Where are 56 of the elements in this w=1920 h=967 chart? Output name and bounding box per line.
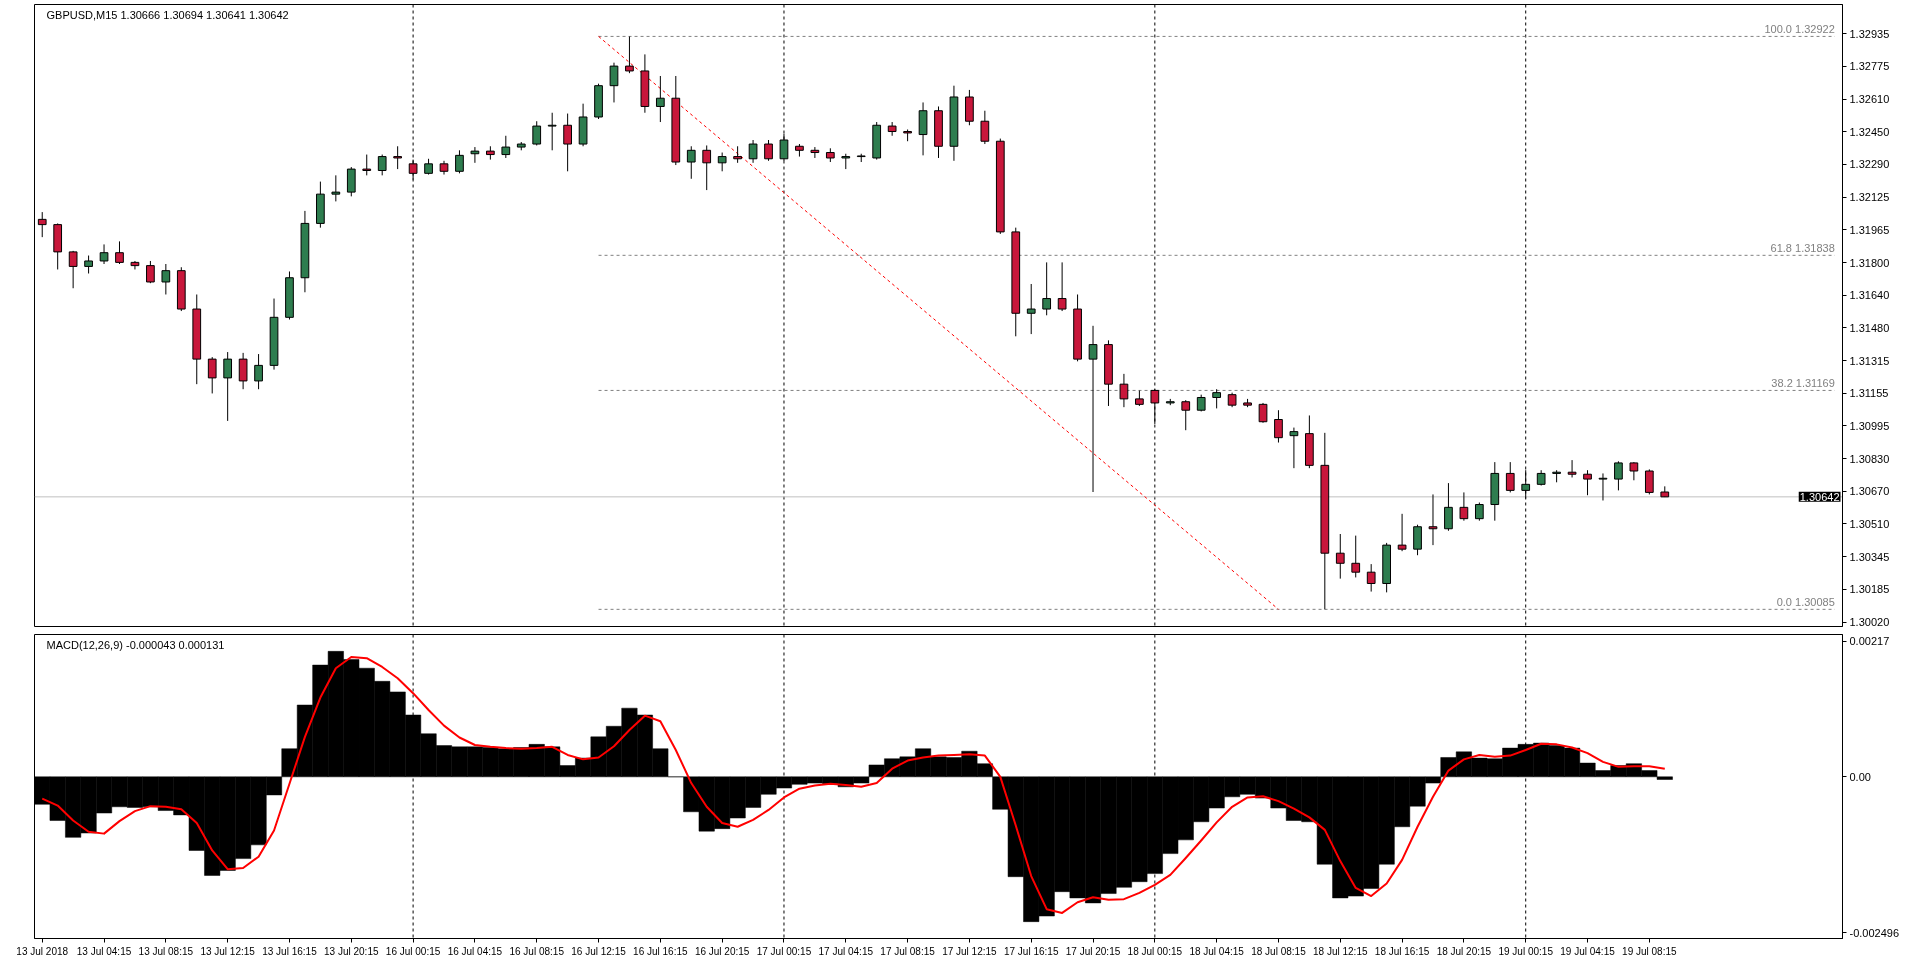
y-tick-label: 1.31480 xyxy=(1849,321,1890,334)
y-tick-label: 0.00 xyxy=(1849,770,1871,783)
y-tick-label: 1.31155 xyxy=(1849,387,1889,400)
x-tick-label: 13 Jul 20:15 xyxy=(324,945,379,957)
y-tick-label: 1.32935 xyxy=(1849,27,1890,40)
x-tick-label: 13 Jul 2018 xyxy=(16,945,69,957)
x-tick-label: 18 Jul 04:15 xyxy=(1189,945,1245,957)
y-tick-label: 0.00217 xyxy=(1849,635,1890,648)
y-tick-label: 1.30020 xyxy=(1849,616,1890,629)
x-tick-label: 13 Jul 08:15 xyxy=(138,945,194,957)
x-tick-label: 19 Jul 08:15 xyxy=(1622,945,1678,957)
y-tick-label: 1.32775 xyxy=(1849,60,1890,73)
y-tick-label: 1.30670 xyxy=(1849,485,1890,498)
y-tick-label: 1.30185 xyxy=(1849,583,1890,596)
chart-title: MACD(12,26,9) -0.000043 0.000131 xyxy=(46,638,225,651)
y-tick-label: 1.30510 xyxy=(1849,517,1890,530)
series-label: 100.0 1.32922 xyxy=(1764,23,1835,36)
x-tick-label: 19 Jul 04:15 xyxy=(1560,945,1616,957)
y-tick-label: 1.31965 xyxy=(1849,223,1890,236)
y-tick-label: 1.30995 xyxy=(1849,419,1890,432)
x-tick-label: 13 Jul 04:15 xyxy=(76,945,132,957)
x-tick-label: 18 Jul 20:15 xyxy=(1436,945,1492,957)
x-tick-label: 19 Jul 00:15 xyxy=(1498,945,1554,957)
x-tick-label: 16 Jul 12:15 xyxy=(571,945,627,957)
y-tick-label: 1.31315 xyxy=(1849,354,1890,367)
x-tick-label: 16 Jul 00:15 xyxy=(385,945,441,957)
x-tick-label: 13 Jul 16:15 xyxy=(262,945,318,957)
x-tick-label: 13 Jul 12:15 xyxy=(200,945,256,957)
y-tick-label: 1.32290 xyxy=(1849,158,1890,171)
x-tick-label: 17 Jul 12:15 xyxy=(942,945,998,957)
x-tick-label: 16 Jul 08:15 xyxy=(509,945,565,957)
x-tick-label: 17 Jul 08:15 xyxy=(880,945,936,957)
y-tick-label: 1.32125 xyxy=(1849,191,1890,204)
chart-title: GBPUSD,M15 1.30666 1.30694 1.30641 1.30642 xyxy=(46,8,289,21)
series-label: 61.8 1.31838 xyxy=(1770,242,1835,255)
x-tick-label: 18 Jul 08:15 xyxy=(1251,945,1307,957)
y-tick-label: -0.002496 xyxy=(1849,926,1900,939)
x-tick-label: 17 Jul 20:15 xyxy=(1065,945,1121,957)
series-label: 0.0 1.30085 xyxy=(1776,596,1835,609)
x-tick-label: 18 Jul 00:15 xyxy=(1127,945,1183,957)
y-tick-label: 1.30830 xyxy=(1849,452,1890,465)
y-tick-label: 1.31640 xyxy=(1849,289,1890,302)
x-tick-label: 17 Jul 04:15 xyxy=(818,945,874,957)
x-tick-label: 16 Jul 04:15 xyxy=(447,945,503,957)
y-tick-label: 1.30345 xyxy=(1849,550,1890,563)
x-tick-label: 16 Jul 20:15 xyxy=(694,945,750,957)
x-tick-label: 18 Jul 12:15 xyxy=(1313,945,1368,957)
y-tick-label: 1.31800 xyxy=(1849,256,1890,269)
y-tick-label: 1.32450 xyxy=(1849,125,1890,138)
series-label: 38.2 1.31169 xyxy=(1771,377,1835,390)
x-tick-label: 16 Jul 16:15 xyxy=(633,945,689,957)
x-tick-label: 17 Jul 16:15 xyxy=(1003,945,1059,957)
x-tick-label: 18 Jul 16:15 xyxy=(1374,945,1430,957)
y-tick-label: 1.32610 xyxy=(1849,93,1890,106)
ref-line-label: 1.30642 xyxy=(1799,490,1840,503)
x-tick-label: 17 Jul 00:15 xyxy=(756,945,812,957)
